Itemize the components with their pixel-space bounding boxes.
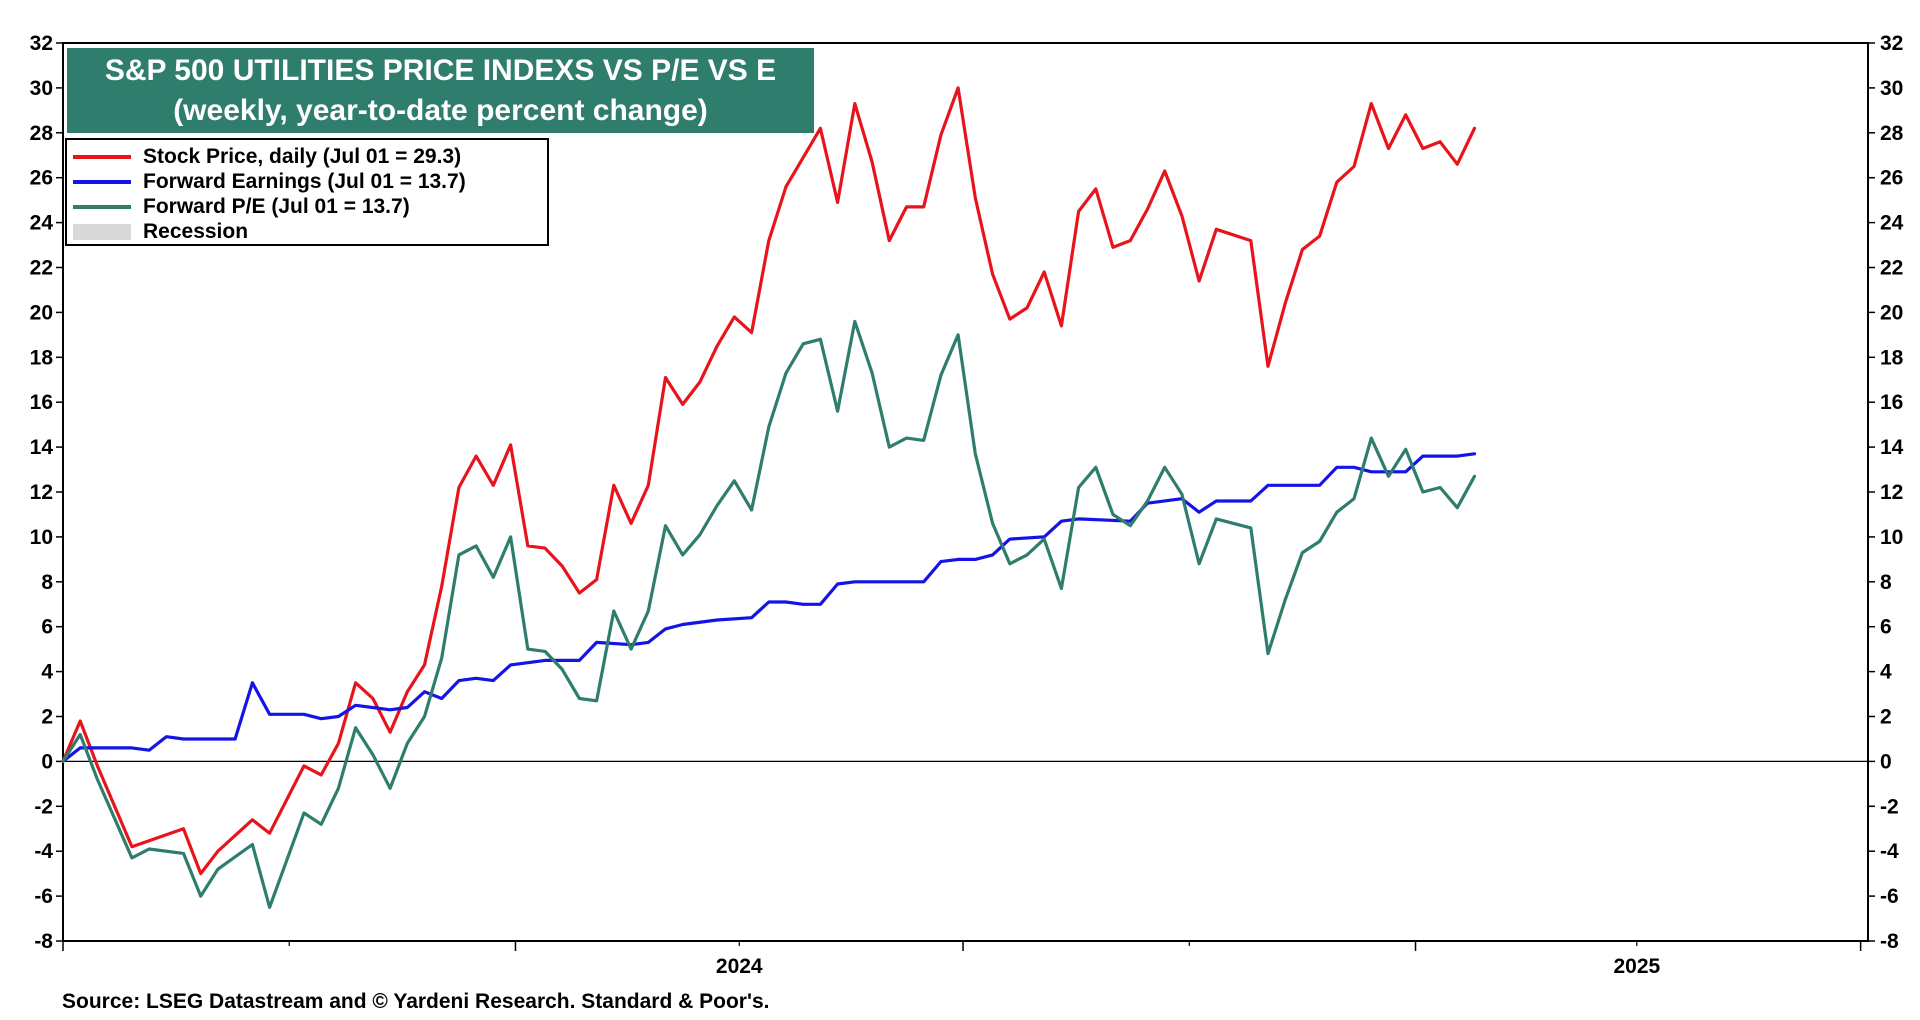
y-tick-label-right: 28 (1880, 122, 1904, 145)
y-tick-label-left: 32 (30, 32, 53, 55)
y-tick-label-left: 16 (30, 391, 53, 414)
y-tick-label-left: -2 (34, 795, 53, 818)
y-tick-label-left: 0 (41, 750, 53, 773)
y-tick-label-right: 14 (1880, 436, 1904, 459)
y-tick-label-right: 26 (1880, 167, 1903, 190)
y-tick-label-left: 26 (30, 167, 53, 190)
y-tick-label-left: 14 (30, 436, 54, 459)
y-tick-label-left: -4 (34, 840, 53, 863)
y-tick-label-right: 8 (1880, 571, 1892, 594)
y-tick-label-right: 0 (1880, 750, 1892, 773)
y-tick-label-right: 24 (1880, 212, 1904, 235)
y-tick-label-right: -4 (1880, 840, 1899, 863)
legend: Stock Price, daily (Jul 01 = 29.3) Forwa… (65, 138, 549, 246)
legend-item-stock-price: Stock Price, daily (Jul 01 = 29.3) (73, 144, 541, 169)
chart-subtitle: (weekly, year-to-date percent change) (173, 93, 708, 127)
y-tick-label-right: 22 (1880, 257, 1903, 280)
y-tick-label-right: 30 (1880, 77, 1903, 100)
y-tick-label-left: -8 (34, 930, 53, 953)
x-axis: 2024 2025 (62, 941, 1862, 978)
chart-title: S&P 500 UTILITIES PRICE INDEXS VS P/E VS… (104, 53, 777, 87)
legend-label-forward-earnings: Forward Earnings (Jul 01 = 13.7) (143, 169, 466, 193)
legend-swatch-recession (73, 223, 131, 240)
legend-item-forward-earnings: Forward Earnings (Jul 01 = 13.7) (73, 169, 541, 194)
legend-swatch-stock-price (73, 154, 131, 159)
y-tick-label-right: 12 (1880, 481, 1903, 504)
y-tick-label-right: 32 (1880, 32, 1903, 55)
y-tick-label-left: -6 (34, 885, 53, 908)
y-tick-label-right: 4 (1880, 661, 1892, 684)
chart-title-box: S&P 500 UTILITIES PRICE INDEXS VS P/E VS… (67, 48, 814, 133)
legend-label-forward-pe: Forward P/E (Jul 01 = 13.7) (143, 194, 410, 218)
y-tick-label-left: 10 (30, 526, 53, 549)
y-tick-label-left: 12 (30, 481, 53, 504)
legend-item-forward-pe: Forward P/E (Jul 01 = 13.7) (73, 194, 541, 219)
legend-swatch-forward-earnings (73, 179, 131, 184)
series-line-stock-price-daily (61, 86, 1477, 876)
y-tick-label-left: 2 (41, 706, 53, 729)
y-tick-label-left: 20 (30, 301, 53, 324)
y-tick-label-right: 16 (1880, 391, 1903, 414)
y-tick-label-right: -6 (1880, 885, 1899, 908)
legend-label-stock-price: Stock Price, daily (Jul 01 = 29.3) (143, 144, 462, 168)
x-tick-label: 2024 (716, 955, 763, 978)
x-tick-label: 2025 (1613, 955, 1660, 978)
series-line-forward-p-e (61, 319, 1477, 909)
y-tick-label-right: 2 (1880, 706, 1892, 729)
y-tick-label-right: -8 (1880, 930, 1899, 953)
y-tick-label-right: 18 (1880, 346, 1904, 369)
y-tick-label-left: 4 (41, 661, 53, 684)
legend-item-recession: Recession (73, 219, 541, 244)
y-tick-label-left: 24 (30, 212, 54, 235)
y-tick-label-left: 28 (30, 122, 54, 145)
series-line-forward-earnings (61, 452, 1477, 764)
y-tick-label-right: -2 (1880, 795, 1899, 818)
legend-swatch-forward-pe (73, 204, 131, 209)
legend-label-recession: Recession (143, 219, 249, 243)
y-tick-label-right: 6 (1880, 616, 1892, 639)
y-tick-label-left: 18 (30, 346, 54, 369)
y-tick-label-right: 10 (1880, 526, 1903, 549)
y-tick-label-left: 30 (30, 77, 53, 100)
source-note: Source: LSEG Datastream and © Yardeni Re… (62, 990, 770, 1013)
series-layer (61, 86, 1477, 909)
y-tick-label-left: 8 (41, 571, 53, 594)
y-tick-label-left: 22 (30, 257, 53, 280)
y-tick-label-left: 6 (41, 616, 53, 639)
y-tick-label-right: 20 (1880, 301, 1903, 324)
